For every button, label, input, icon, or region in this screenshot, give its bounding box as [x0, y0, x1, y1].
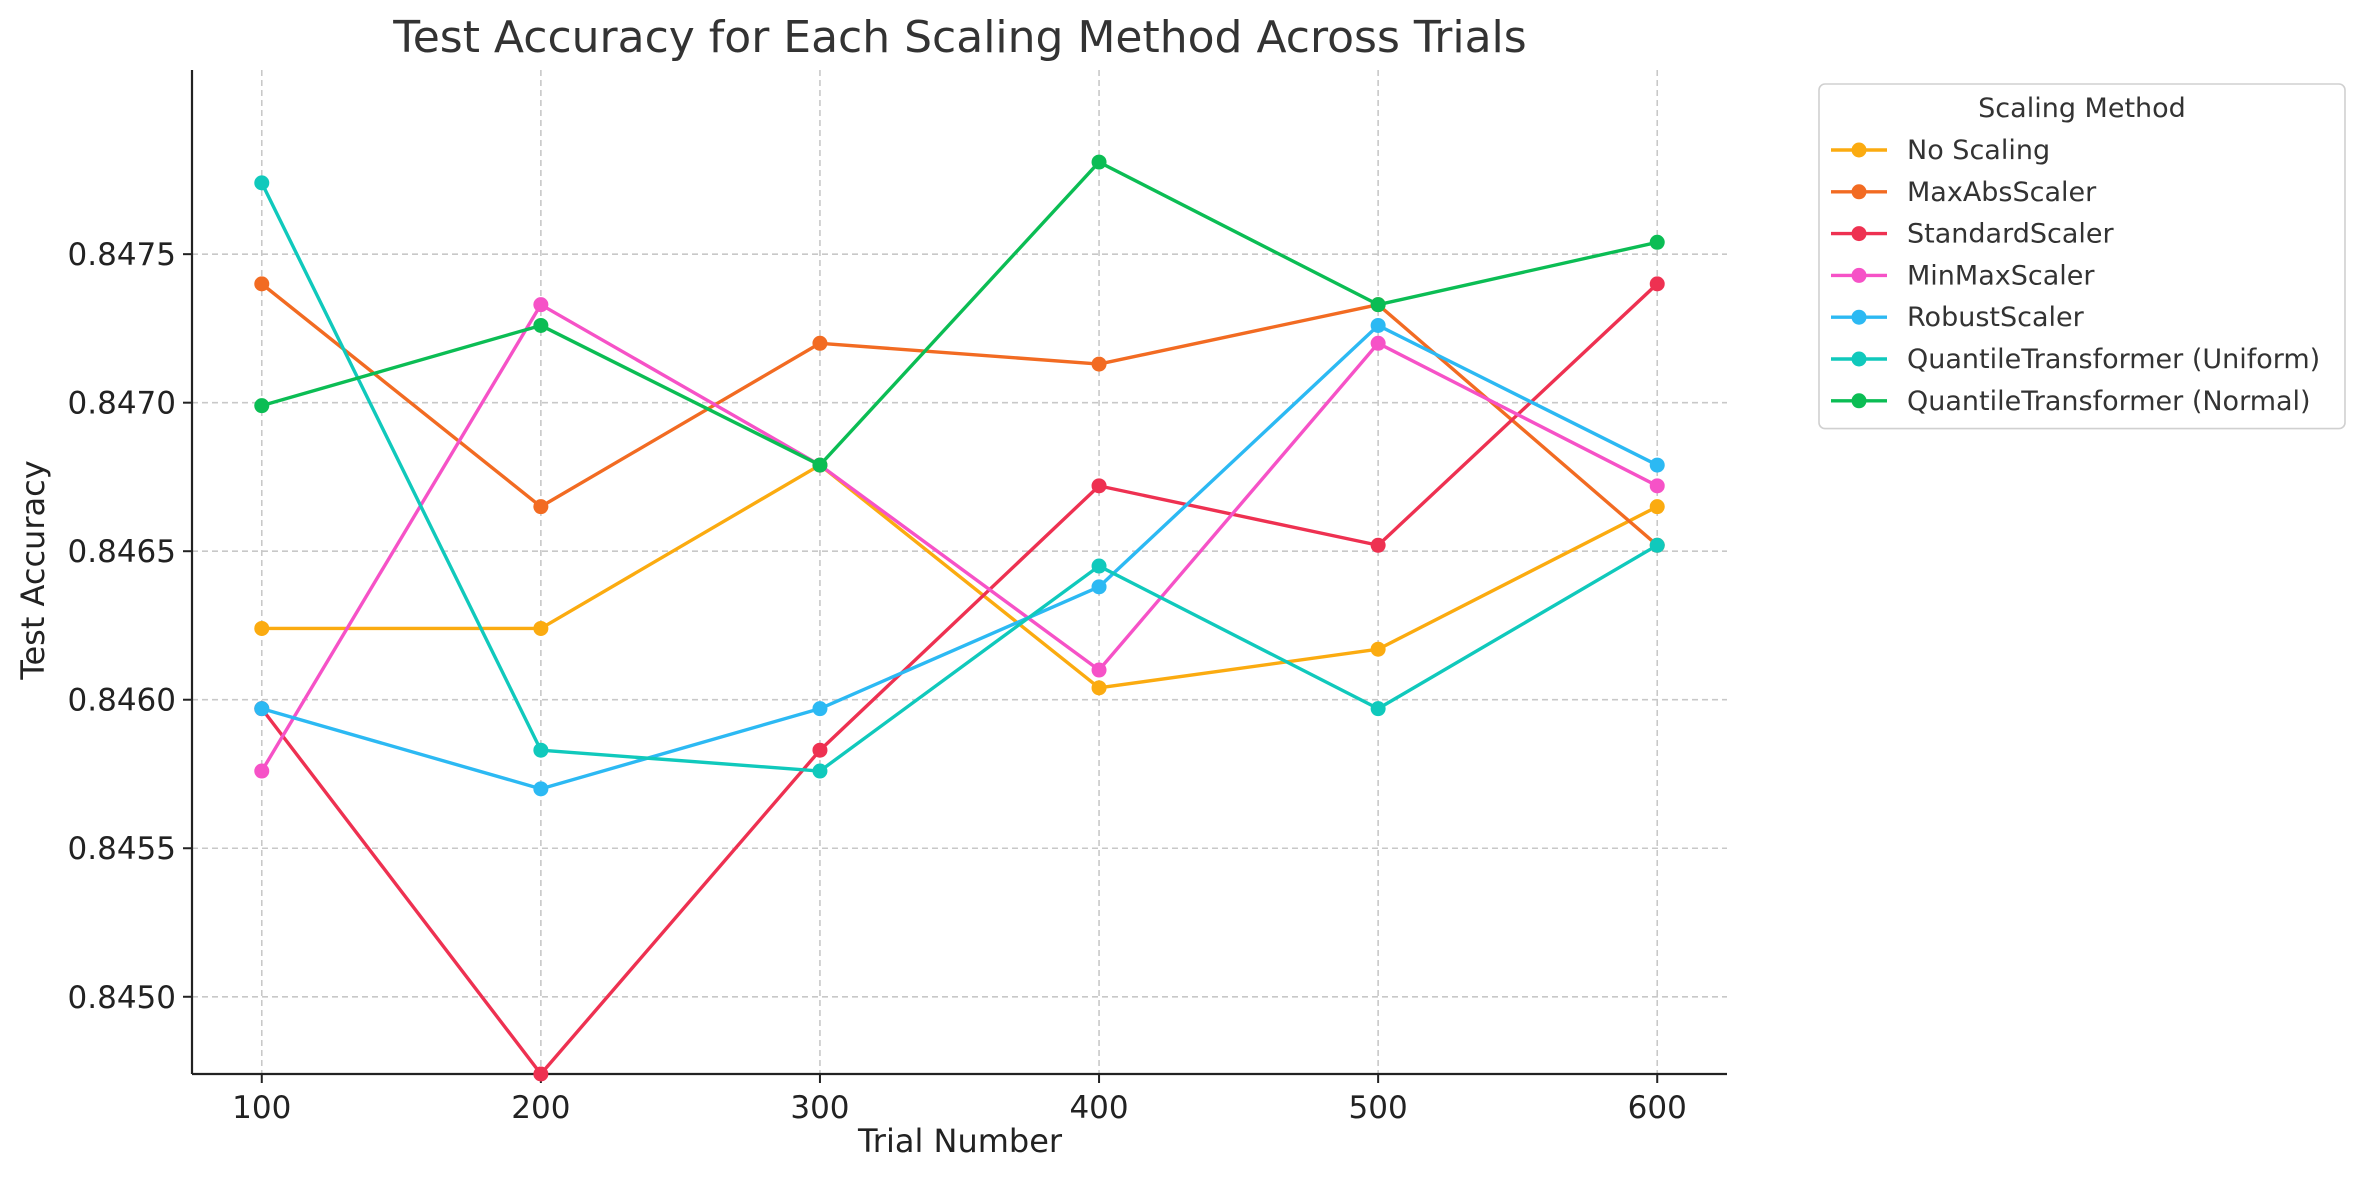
- legend-item: QuantileTransformer (Uniform): [1831, 344, 2320, 375]
- legend-label: MaxAbsScaler: [1907, 177, 2097, 208]
- data-point: [1649, 457, 1665, 473]
- series-robustscaler: [254, 317, 1665, 797]
- y-tick-label: 0.8465: [68, 534, 176, 570]
- y-tick-label: 0.8460: [68, 683, 176, 719]
- series-line: [260, 282, 1659, 547]
- legend-marker: [1851, 226, 1867, 242]
- legend-marker: [1851, 184, 1867, 200]
- legend-marker: [1851, 267, 1867, 283]
- legend-title: Scaling Method: [1978, 93, 2186, 124]
- data-point: [812, 457, 828, 473]
- series-line: [261, 463, 1659, 690]
- data-point: [1091, 662, 1107, 678]
- series-maxabsscaler: [254, 276, 1665, 553]
- x-tick-label: 600: [1628, 1090, 1687, 1126]
- legend-marker: [1851, 142, 1867, 158]
- y-axis-label: Test Accuracy: [14, 460, 52, 680]
- data-point: [812, 701, 828, 717]
- series-line: [261, 323, 1658, 791]
- data-point: [533, 499, 549, 515]
- x-tick-label: 300: [790, 1090, 849, 1126]
- data-point: [1091, 680, 1107, 696]
- data-point: [1370, 297, 1386, 313]
- legend: Scaling Method No Scaling MaxAbsScaler Stan…: [1818, 83, 2346, 430]
- series-no-scaling: [254, 457, 1665, 696]
- data-point: [1091, 154, 1107, 170]
- series-minmaxscaler: [254, 297, 1665, 779]
- legend-label: No Scaling: [1907, 135, 2050, 166]
- series-quantiletransformer-uniform: [254, 175, 1665, 779]
- data-point: [254, 701, 270, 717]
- series-standardscaler: [254, 276, 1665, 1082]
- data-point: [1370, 537, 1386, 553]
- legend-item: No Scaling: [1831, 135, 2050, 166]
- data-point: [1091, 356, 1107, 372]
- data-point: [254, 763, 270, 779]
- y-tick-label: 0.8455: [68, 831, 176, 867]
- grid: [192, 70, 1727, 1074]
- data-point: [1649, 478, 1665, 494]
- chart-title: Test Accuracy for Each Scaling Method Ac…: [392, 12, 1526, 63]
- data-point: [1649, 537, 1665, 553]
- axes: 100 200 300 400 500 600 0.8450 0.8455 0.8460 0.84…: [68, 70, 1727, 1126]
- legend-label: RobustScaler: [1907, 302, 2085, 333]
- legend-marker: [1851, 393, 1867, 409]
- series-line: [261, 160, 1658, 467]
- y-tick-label: 0.8475: [68, 237, 176, 273]
- series-line: [260, 182, 1659, 773]
- data-point: [812, 763, 828, 779]
- legend-label: StandardScaler: [1907, 219, 2114, 250]
- x-tick-label: 100: [232, 1090, 291, 1126]
- legend-label: QuantileTransformer (Uniform): [1907, 344, 2320, 375]
- y-tick-label: 0.8450: [68, 980, 176, 1016]
- y-tick-label: 0.8470: [68, 386, 176, 422]
- series-line: [260, 282, 1659, 1076]
- data-point: [1370, 641, 1386, 657]
- data-point: [1649, 499, 1665, 515]
- legend-marker: [1851, 309, 1867, 325]
- legend-item: RobustScaler: [1831, 302, 2085, 333]
- data-point: [1370, 701, 1386, 717]
- legend-box: [1818, 83, 2346, 430]
- legend-marker: [1851, 351, 1867, 367]
- x-tick-label: 500: [1349, 1090, 1408, 1126]
- data-point: [254, 620, 270, 636]
- x-axis-label: Trial Number: [857, 1122, 1063, 1160]
- data-point: [254, 398, 270, 414]
- series-line: [260, 302, 1659, 772]
- data-point: [533, 317, 549, 333]
- data-point: [812, 742, 828, 758]
- data-point: [533, 742, 549, 758]
- data-point: [1091, 579, 1107, 595]
- data-point: [533, 297, 549, 313]
- legend-item: MaxAbsScaler: [1831, 177, 2097, 208]
- data-point: [1091, 478, 1107, 494]
- data-point: [1649, 234, 1665, 250]
- legend-label: MinMaxScaler: [1907, 260, 2095, 291]
- legend-label: QuantileTransformer (Normal): [1907, 386, 2311, 417]
- data-series: [254, 154, 1665, 1082]
- series-quantiletransformer-normal: [254, 154, 1665, 473]
- data-point: [1091, 558, 1107, 574]
- x-tick-label: 400: [1069, 1090, 1128, 1126]
- data-point: [1370, 317, 1386, 333]
- legend-item: MinMaxScaler: [1831, 260, 2095, 291]
- data-point: [533, 781, 549, 797]
- data-point: [533, 620, 549, 636]
- data-point: [1370, 335, 1386, 351]
- legend-item: StandardScaler: [1831, 219, 2114, 250]
- data-point: [533, 1066, 549, 1082]
- data-point: [254, 175, 270, 191]
- legend-item: QuantileTransformer (Normal): [1831, 386, 2311, 417]
- x-tick-label: 200: [511, 1090, 570, 1126]
- data-point: [812, 335, 828, 351]
- data-point: [254, 276, 270, 292]
- data-point: [1649, 276, 1665, 292]
